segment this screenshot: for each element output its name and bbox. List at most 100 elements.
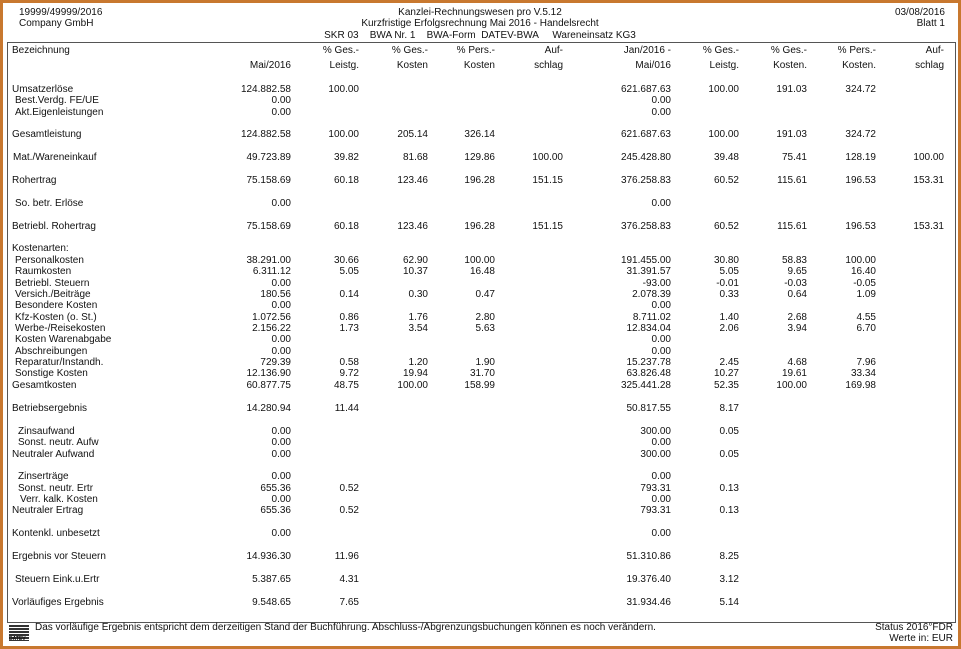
- row-label: Betriebl. Steuern: [15, 278, 90, 289]
- column-header: % Ges.-: [770, 45, 807, 56]
- cell-value: 9.65: [787, 266, 807, 277]
- row-label: So. betr. Erlöse: [15, 198, 84, 209]
- row-label: Kosten Warenabgabe: [15, 334, 112, 345]
- cell-value: 30.66: [333, 255, 359, 266]
- cell-value: 75.158.69: [246, 221, 292, 232]
- cell-value: 50.817.55: [626, 403, 672, 414]
- cell-value: 0.00: [271, 426, 291, 437]
- row-label: Kontenkl. unbesetzt: [12, 528, 100, 539]
- cell-value: 11.96: [334, 551, 359, 562]
- row-label: Versich./Beiträge: [15, 289, 91, 300]
- column-header: Kosten: [463, 60, 495, 71]
- cell-value: 19.94: [402, 368, 428, 379]
- cell-value: 0.00: [651, 107, 671, 118]
- cell-value: 60.52: [713, 175, 739, 186]
- cell-value: 58.83: [781, 255, 807, 266]
- column-header: % Ges.-: [391, 45, 428, 56]
- row-label: Betriebl. Rohertrag: [12, 221, 96, 232]
- cell-value: 10.37: [402, 266, 428, 277]
- cell-value: 0.00: [271, 471, 291, 482]
- cell-value: 129.86: [464, 152, 495, 163]
- cell-value: 0.00: [271, 346, 291, 357]
- cell-value: 196.53: [845, 221, 876, 232]
- row-label: Gesamtkosten: [12, 380, 77, 391]
- row-label: Kfz-Kosten (o. St.): [15, 312, 97, 323]
- cell-value: 300.00: [640, 426, 671, 437]
- cell-value: 3.94: [787, 323, 807, 334]
- cell-value: 1.09: [856, 289, 876, 300]
- row-label: Sonstige Kosten: [15, 368, 88, 379]
- cell-value: 0.00: [651, 494, 671, 505]
- cell-value: 0.00: [651, 334, 671, 345]
- cell-value: 12.136.90: [246, 368, 292, 379]
- row-label: Sonst. neutr. Aufw: [18, 437, 99, 448]
- cell-value: 75.41: [781, 152, 807, 163]
- cell-value: 191.455.00: [620, 255, 671, 266]
- cell-value: 8.711.02: [632, 312, 671, 323]
- cell-value: 2.078.39: [632, 289, 671, 300]
- column-header: Leistg.: [329, 60, 359, 71]
- cell-value: 5.14: [719, 597, 739, 608]
- cell-value: 196.53: [845, 175, 876, 186]
- cell-value: 100.00: [708, 129, 739, 140]
- cell-value: 48.75: [333, 380, 359, 391]
- cell-value: 2.80: [475, 312, 495, 323]
- column-header: % Ges.-: [322, 45, 359, 56]
- cell-value: 115.61: [777, 175, 807, 186]
- cell-value: 2.45: [719, 357, 739, 368]
- cell-value: 2.156.22: [252, 323, 291, 334]
- row-label: Steuern Eink.u.Ertr: [15, 574, 100, 585]
- row-label: Zinserträge: [18, 471, 69, 482]
- row-label: Betriebsergebnis: [12, 403, 88, 414]
- cell-value: 75.158.69: [246, 175, 292, 186]
- column-header: Kosten: [396, 60, 428, 71]
- row-label: Kostenarten:: [12, 243, 69, 254]
- cell-value: 0.00: [651, 95, 671, 106]
- column-header: % Pers.-: [837, 45, 876, 56]
- cell-value: 62.90: [402, 255, 428, 266]
- cell-value: 5.05: [719, 266, 739, 277]
- cell-value: 100.00: [328, 84, 359, 95]
- cell-value: 19.61: [781, 368, 807, 379]
- footer-note: Das vorläufige Ergebnis entspricht dem d…: [35, 622, 656, 633]
- cell-value: 0.13: [719, 483, 739, 494]
- column-header: Jan/2016 -: [623, 45, 671, 56]
- cell-value: 169.98: [845, 380, 876, 391]
- cell-value: 151.15: [532, 221, 563, 232]
- cell-value: 153.31: [913, 221, 944, 232]
- cell-value: 60.877.75: [246, 380, 292, 391]
- cell-value: 38.291.00: [246, 255, 292, 266]
- cell-value: 100.00: [845, 255, 876, 266]
- cell-value: 100.00: [464, 255, 495, 266]
- column-header: Auf-: [925, 45, 944, 56]
- table-frame: [7, 42, 956, 623]
- cell-value: 793.31: [640, 505, 671, 516]
- row-label: Abschreibungen: [15, 346, 88, 357]
- row-label: Gesamtleistung: [12, 129, 82, 140]
- column-header: Bezeichnung: [12, 45, 70, 56]
- cell-value: 180.56: [260, 289, 291, 300]
- cell-value: 0.00: [271, 107, 291, 118]
- cell-value: 0.13: [719, 505, 739, 516]
- row-label: Besondere Kosten: [15, 300, 98, 311]
- cell-value: 16.40: [850, 266, 876, 277]
- header-company: Company GmbH: [19, 18, 94, 29]
- row-label: Mat./Wareneinkauf: [13, 152, 97, 163]
- cell-value: 153.31: [913, 175, 944, 186]
- cell-value: -0.01: [716, 278, 739, 289]
- row-label: Rohertrag: [12, 175, 57, 186]
- logo-text: DATEV: [9, 636, 26, 642]
- cell-value: 621.687.63: [620, 84, 671, 95]
- cell-value: 0.05: [719, 449, 739, 460]
- cell-value: 5.05: [339, 266, 359, 277]
- cell-value: 7.65: [339, 597, 359, 608]
- cell-value: 1.072.56: [252, 312, 291, 323]
- cell-value: 0.00: [271, 334, 291, 345]
- column-header: Kosten.: [842, 60, 876, 71]
- cell-value: 4.31: [339, 574, 359, 585]
- cell-value: 100.00: [776, 380, 807, 391]
- cell-value: -0.05: [853, 278, 876, 289]
- cell-value: 33.34: [850, 368, 876, 379]
- row-label: Neutraler Aufwand: [12, 449, 95, 460]
- cell-value: 30.80: [713, 255, 739, 266]
